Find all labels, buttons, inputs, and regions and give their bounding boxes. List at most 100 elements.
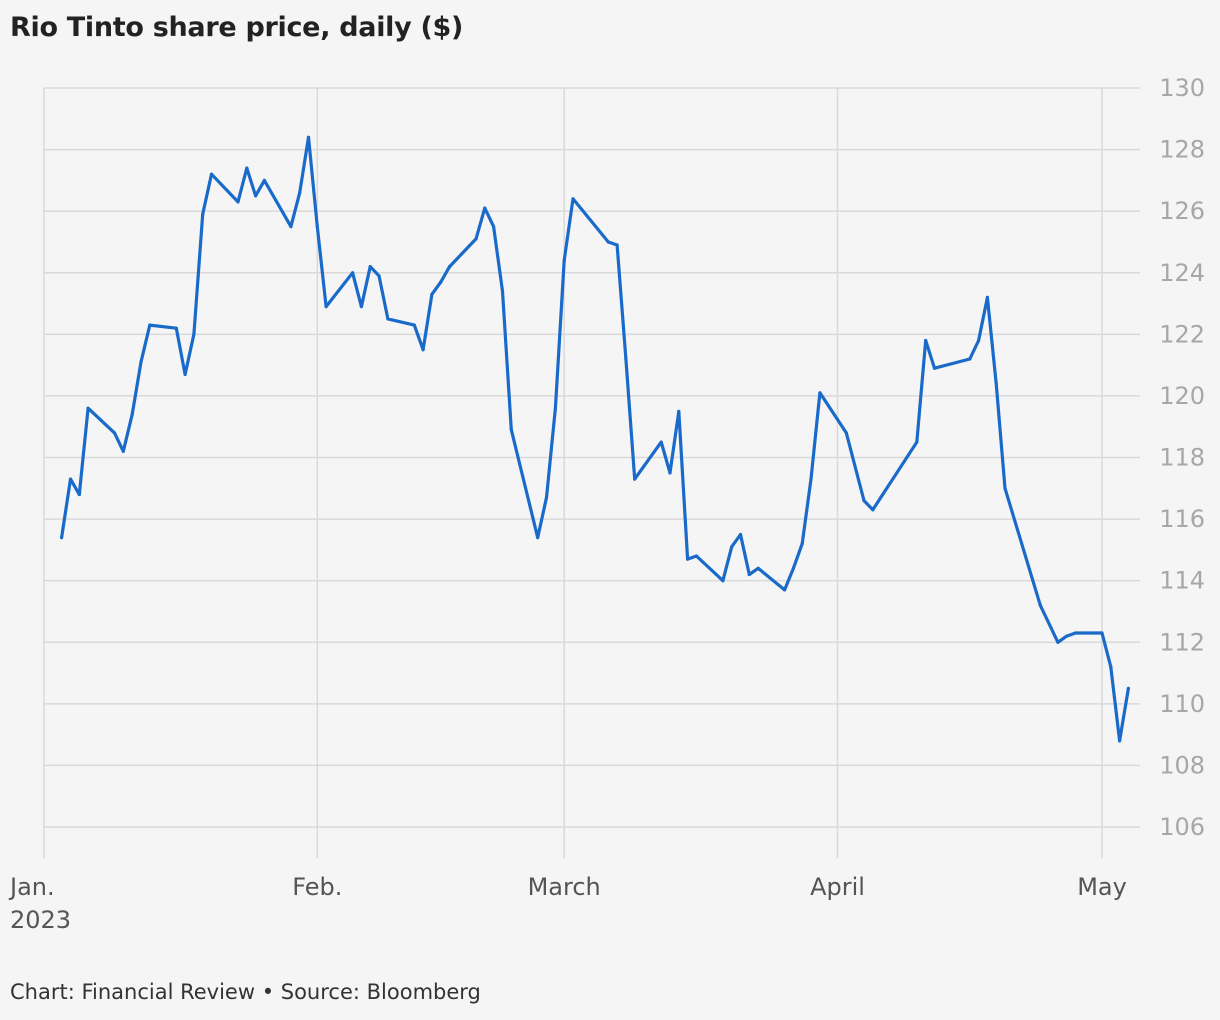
data-point	[359, 305, 363, 309]
data-point	[77, 492, 81, 497]
chart-title: Rio Tinto share price, daily ($)	[10, 12, 464, 43]
chart-footer: Chart: Financial Review • Source: Bloomb…	[10, 980, 481, 1004]
data-point	[677, 409, 681, 413]
data-point	[492, 225, 496, 229]
data-point	[791, 566, 796, 570]
data-point	[509, 428, 513, 432]
data-point	[351, 271, 355, 275]
y-tick-label: 110	[1159, 690, 1205, 718]
data-point	[1003, 486, 1007, 490]
x-axis: Jan. 2023 Feb. March April May	[8, 873, 1127, 934]
data-point	[324, 305, 328, 309]
y-tick-label: 112	[1159, 628, 1205, 656]
data-point	[306, 135, 311, 139]
data-point	[544, 495, 549, 500]
data-point	[368, 265, 372, 269]
data-point	[245, 166, 249, 170]
data-point	[474, 237, 478, 241]
data-point	[915, 440, 919, 444]
data-point	[968, 357, 972, 361]
data-point	[483, 206, 487, 210]
data-point	[694, 554, 699, 558]
data-point	[659, 440, 663, 444]
data-point	[192, 332, 196, 336]
y-tick-label: 120	[1159, 382, 1205, 410]
x-tick-label: Feb.	[292, 873, 342, 901]
data-point	[1056, 640, 1060, 644]
data-point	[262, 178, 266, 182]
data-point	[985, 295, 990, 299]
data-point	[730, 545, 734, 549]
data-point	[236, 200, 240, 204]
grid	[43, 87, 1140, 858]
data-point	[553, 406, 558, 410]
data-point	[721, 579, 725, 583]
data-point	[298, 191, 302, 195]
data-point	[1118, 739, 1122, 743]
x-tick-label: Jan.	[8, 873, 55, 901]
data-point	[430, 292, 434, 296]
data-point	[624, 357, 628, 361]
data-point	[421, 348, 425, 352]
data-point	[633, 477, 637, 481]
data-point	[174, 326, 178, 330]
x-tick-label: May	[1077, 873, 1127, 901]
y-tick-label: 114	[1159, 567, 1205, 595]
data-point	[1126, 686, 1130, 691]
data-point	[289, 225, 293, 229]
data-point	[315, 225, 319, 229]
y-tick-label: 108	[1159, 751, 1205, 779]
data-point	[201, 212, 205, 216]
line-chart: 106108110112114116118120122124126128130 …	[8, 74, 1205, 934]
data-point	[448, 265, 452, 269]
data-point	[809, 477, 813, 481]
y-tick-label: 122	[1159, 320, 1205, 348]
data-point	[386, 317, 390, 321]
x-tick-sublabel: 2023	[10, 906, 71, 934]
x-tick-label: March	[528, 873, 601, 901]
data-point	[500, 289, 505, 293]
y-axis: 106 108 110 112 114 116 118 120 122 124 126 128 130	[1159, 74, 1205, 841]
data-point	[121, 449, 125, 453]
data-point	[800, 542, 804, 546]
data-point	[924, 338, 928, 343]
data-point	[818, 391, 822, 395]
series-line	[60, 135, 1130, 743]
data-point	[412, 323, 416, 327]
data-point	[738, 532, 743, 537]
y-tick-label: 124	[1159, 259, 1205, 287]
data-point	[756, 566, 760, 570]
data-point	[139, 360, 143, 364]
data-point	[1038, 603, 1042, 607]
data-point	[668, 471, 672, 475]
data-point	[1073, 631, 1078, 635]
data-point	[994, 382, 998, 386]
data-point	[209, 172, 214, 176]
data-point	[68, 477, 73, 481]
data-point	[112, 431, 117, 435]
data-point	[1065, 634, 1069, 638]
data-point	[871, 508, 875, 512]
data-point	[615, 243, 619, 247]
data-point	[783, 588, 787, 592]
data-point	[148, 323, 152, 327]
data-point	[1109, 665, 1113, 669]
data-point	[844, 431, 848, 435]
x-tick-label: April	[810, 873, 865, 901]
data-point	[1100, 631, 1104, 635]
data-point	[60, 536, 64, 540]
y-tick-label: 126	[1159, 197, 1205, 225]
y-tick-label: 106	[1159, 813, 1205, 841]
data-point	[606, 240, 610, 244]
data-point	[254, 194, 258, 198]
y-tick-label: 116	[1159, 505, 1205, 533]
data-point	[536, 536, 540, 540]
data-point	[862, 499, 866, 503]
y-tick-label: 130	[1159, 74, 1205, 102]
y-tick-label: 128	[1159, 136, 1205, 164]
data-point	[130, 412, 134, 416]
data-point	[932, 366, 937, 370]
data-point	[86, 406, 90, 410]
data-point	[183, 372, 187, 376]
series-group	[60, 135, 1130, 743]
